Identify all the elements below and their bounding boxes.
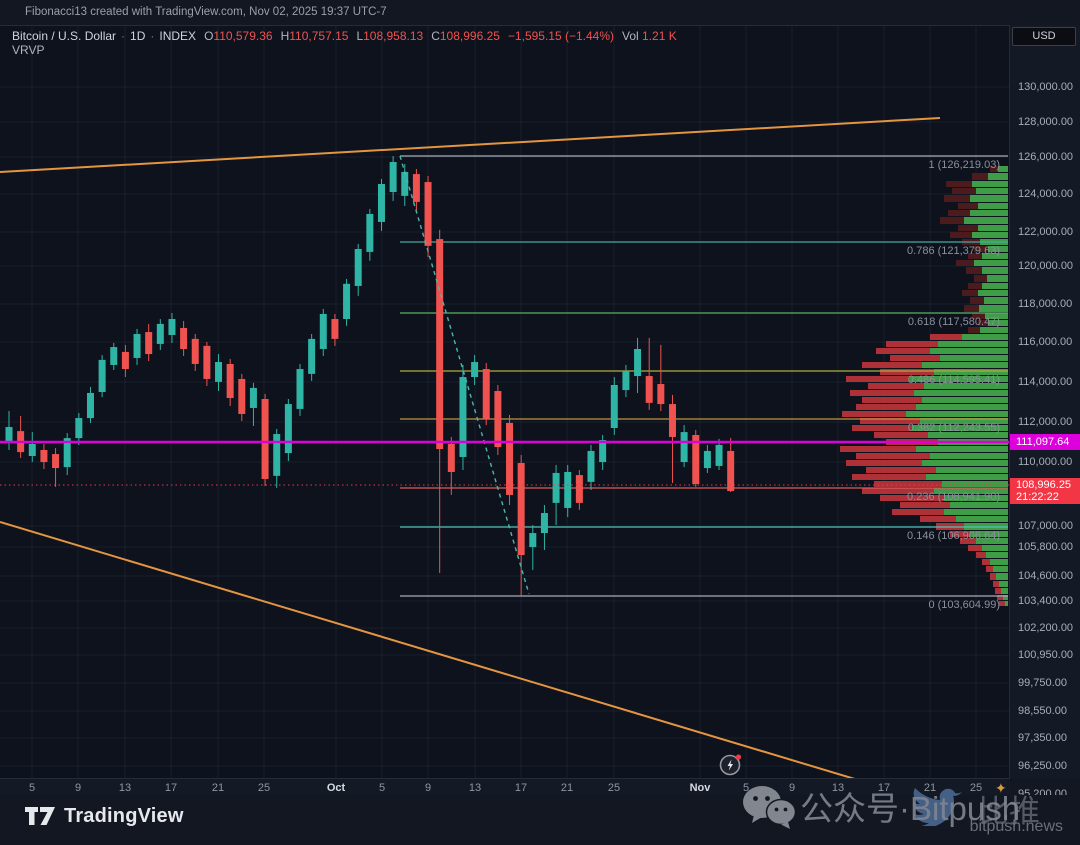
bar-countdown: 21:22:22: [1016, 491, 1059, 503]
fib-label-1: 1 (126,219.03): [928, 159, 1000, 171]
chart-pane[interactable]: [0, 25, 1010, 778]
price-tick: 124,000.00: [1018, 188, 1074, 200]
volume-value: 1.21 K: [642, 29, 677, 43]
lightning-event-icon[interactable]: [719, 752, 743, 776]
time-tick: 9: [424, 782, 432, 794]
time-tick: 25: [969, 782, 983, 794]
symbol-legend[interactable]: Bitcoin / U.S. Dollar · 1D · INDEX O110,579.3…: [12, 29, 677, 43]
footer-bar: TradingView: [0, 795, 1080, 845]
change-value: −1,595.15 (−1.44%): [507, 29, 614, 43]
interval-label[interactable]: 1D: [130, 29, 146, 43]
time-tick: 13: [831, 782, 845, 794]
ohlc-values: O110,579.36 H110,757.15 L108,958.13 C108,99…: [196, 29, 500, 43]
horizontal-line-price-value: 111,097.64: [1016, 436, 1070, 448]
legend-separator: ·: [121, 29, 126, 43]
ohlc-key: C: [431, 29, 440, 43]
time-tick: 17: [514, 782, 528, 794]
price-tick: 98,550.00: [1018, 705, 1067, 717]
ohlc-value: 108,958.13: [363, 29, 424, 43]
fib-label-0.786: 0.786 (121,379.63): [907, 245, 1000, 257]
tradingview-logo-icon: [25, 807, 55, 825]
fib-label-0.486: 0.486 (114,595.41): [907, 374, 1000, 386]
price-tick: 116,000.00: [1018, 336, 1073, 348]
fib-label-0.382: 0.382 (112,243.55): [907, 422, 1000, 434]
horizontal-line-price-tag: 111,097.64: [1010, 434, 1080, 450]
fib-label-0.236: 0.236 (108,941.90): [907, 491, 1000, 503]
time-tick: 9: [788, 782, 796, 794]
ohlc-key: H: [280, 29, 290, 43]
price-tick: 99,750.00: [1018, 677, 1067, 689]
tradingview-logo-text: TradingView: [64, 804, 184, 827]
last-price-value: 108,996.25: [1016, 479, 1072, 491]
price-tick: 118,000.00: [1018, 298, 1073, 310]
volume-label: Vol: [622, 29, 639, 43]
price-tick: 100,950.00: [1018, 649, 1074, 661]
price-tick: 120,000.00: [1018, 260, 1074, 272]
time-tick: 25: [257, 782, 271, 794]
price-tick: 110,000.00: [1018, 456, 1073, 468]
price-tick: 126,000.00: [1018, 151, 1074, 163]
tradingview-logo[interactable]: TradingView: [24, 804, 184, 828]
price-tick: 112,000.00: [1018, 416, 1073, 428]
time-tick: 9: [74, 782, 82, 794]
time-tick: 21: [560, 782, 574, 794]
currency-toggle-button[interactable]: USD: [1012, 27, 1076, 46]
fib-label-0.146: 0.146 (106,906.64): [907, 530, 1000, 542]
price-tick: 96,250.00: [1018, 760, 1067, 772]
price-tick: 107,000.00: [1018, 520, 1074, 532]
time-tick: Nov: [689, 782, 711, 794]
price-tick: 97,350.00: [1018, 732, 1067, 744]
last-price-tag: 108,996.25 21:22:22: [1010, 478, 1080, 504]
time-tick: 5: [742, 782, 750, 794]
price-axis[interactable]: 130,000.00 128,000.00 126,000.00 124,000.00…: [1010, 25, 1080, 800]
time-tick: 25: [607, 782, 621, 794]
attribution-bar: Fibonacci13 created with TradingView.com…: [0, 0, 1080, 25]
price-tick: 128,000.00: [1018, 116, 1074, 128]
symbol-name[interactable]: Bitcoin / U.S. Dollar: [12, 29, 117, 43]
legend-separator: ·: [150, 29, 155, 43]
price-tick: 114,000.00: [1018, 376, 1073, 388]
ohlc-value: 108,996.25: [439, 29, 500, 43]
price-tick: 104,600.00: [1018, 570, 1074, 582]
price-tick: 130,000.00: [1018, 81, 1074, 93]
price-tick: 102,200.00: [1018, 622, 1074, 634]
time-tick: 17: [164, 782, 178, 794]
time-tick: 21: [923, 782, 937, 794]
time-tick: 5: [28, 782, 36, 794]
time-tick: 13: [118, 782, 132, 794]
exchange-label: INDEX: [159, 29, 197, 43]
ohlc-key: O: [204, 29, 214, 43]
time-tick: 17: [877, 782, 891, 794]
fib-label-0: 0 (103,604.99): [928, 599, 1000, 611]
time-axis[interactable]: 5 9 13 17 21 25 Oct 5 9 13 17 21 25 Nov 5 9 13 17 21 25: [0, 778, 1010, 795]
price-tick: 122,000.00: [1018, 226, 1074, 238]
time-tick: 13: [468, 782, 482, 794]
attribution-text: Fibonacci13 created with TradingView.com…: [25, 6, 387, 18]
price-tick: 103,400.00: [1018, 595, 1074, 607]
time-tick: 21: [211, 782, 225, 794]
indicator-title-vrvp[interactable]: VRVP: [12, 43, 45, 57]
ohlc-value: 110,757.15: [289, 29, 349, 43]
price-tick: 105,800.00: [1018, 541, 1074, 553]
fib-label-0.618: 0.618 (117,580.47): [907, 316, 1000, 328]
ohlc-value: 110,579.36: [213, 29, 273, 43]
ohlc-key: L: [356, 29, 364, 43]
time-tick: 5: [378, 782, 386, 794]
time-tick: Oct: [326, 782, 346, 794]
